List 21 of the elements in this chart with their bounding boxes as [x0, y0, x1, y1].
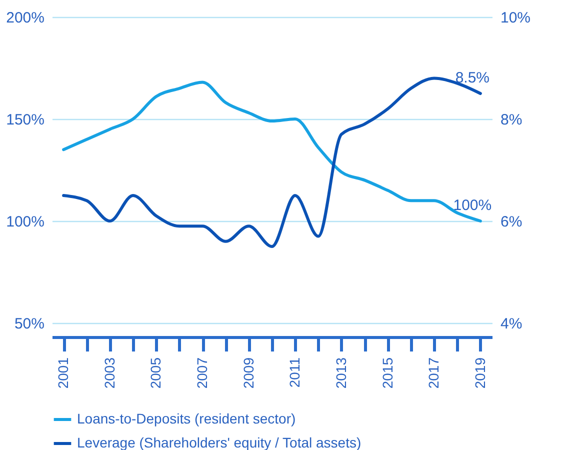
x-tick-label: 2007 — [194, 357, 210, 389]
y-tick-label: 100% — [6, 214, 44, 230]
data-label: 100% — [453, 197, 492, 214]
x-tick-label: 2013 — [332, 357, 349, 389]
x-tick-label: 2009 — [240, 357, 256, 389]
y-tick-label: 150% — [6, 112, 44, 128]
x-tick-label: 2019 — [472, 357, 488, 389]
x-tick-label: 2015 — [379, 357, 396, 389]
y-tick-label: 50% — [14, 316, 44, 332]
y2-tick-label: 4% — [500, 316, 522, 332]
y2-tick-label: 10% — [500, 10, 531, 26]
y2-tick-label: 8% — [500, 112, 522, 128]
legend-label: Loans-to-Deposits (resident sector) — [77, 410, 296, 426]
x-tick-label: 2011 — [286, 357, 303, 388]
x-tick-label: 2005 — [148, 357, 164, 389]
data-label: 8.5% — [455, 70, 490, 86]
x-tick-label: 2017 — [426, 357, 442, 389]
y-tick-label: 200% — [6, 10, 44, 26]
x-tick-label: 2001 — [55, 357, 72, 389]
y2-tick-label: 6% — [500, 214, 522, 230]
x-tick-label: 2003 — [101, 357, 118, 389]
